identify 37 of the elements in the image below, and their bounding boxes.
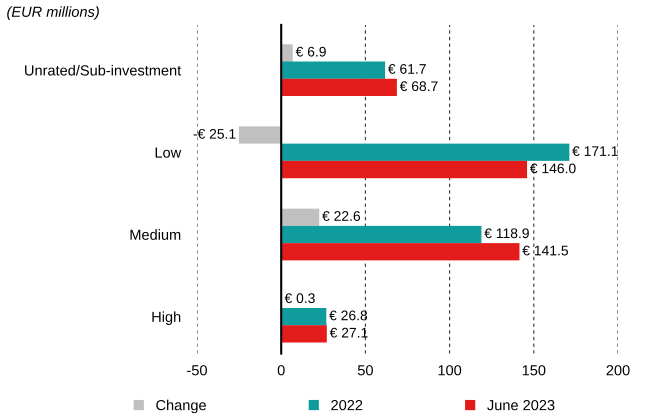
y-tick-label: Unrated/Sub-investment — [25, 64, 182, 76]
data-label: € 61.7 — [388, 64, 426, 74]
data-label: € 68.7 — [400, 81, 438, 92]
y-tick-label: High — [152, 311, 180, 325]
data-label: € 171.1 — [572, 146, 618, 156]
bar — [238, 126, 282, 144]
text: (EUR millions) — [7, 6, 99, 20]
bar — [281, 78, 397, 96]
x-tick-label: 150 — [522, 365, 546, 376]
y-tick-label: Low — [156, 148, 182, 158]
data-label: € 27.1 — [330, 328, 368, 338]
bar — [281, 325, 327, 343]
data-label: € 26.8 — [329, 310, 368, 320]
legend-label: June 2023 — [487, 400, 554, 410]
x-tick-label: 0 — [278, 365, 285, 376]
x-tick-label: 200 — [606, 365, 630, 376]
data-label: -€ 25.1 — [194, 128, 236, 139]
data-label: € 118.9 — [484, 228, 529, 238]
bar — [281, 208, 320, 226]
x-tick-label: 100 — [438, 365, 462, 376]
data-label: € 6.9 — [296, 46, 326, 57]
data-label: € 141.5 — [522, 246, 568, 256]
bar — [281, 160, 528, 178]
data-label: € 22.6 — [322, 211, 360, 221]
data-label: € 0.3 — [284, 293, 315, 304]
x-tick-label: 50 — [358, 365, 373, 376]
bar — [281, 44, 293, 62]
y-tick-label: Medium — [130, 229, 180, 240]
bar — [281, 308, 326, 326]
x-tick-label: -50 — [187, 365, 207, 376]
bar — [281, 243, 520, 260]
data-label: € 146.0 — [530, 163, 576, 174]
legend-label: Change — [156, 400, 206, 414]
bar — [281, 144, 570, 161]
legend-label: 2022 — [331, 400, 362, 410]
bar — [281, 62, 386, 79]
bar — [281, 226, 482, 244]
